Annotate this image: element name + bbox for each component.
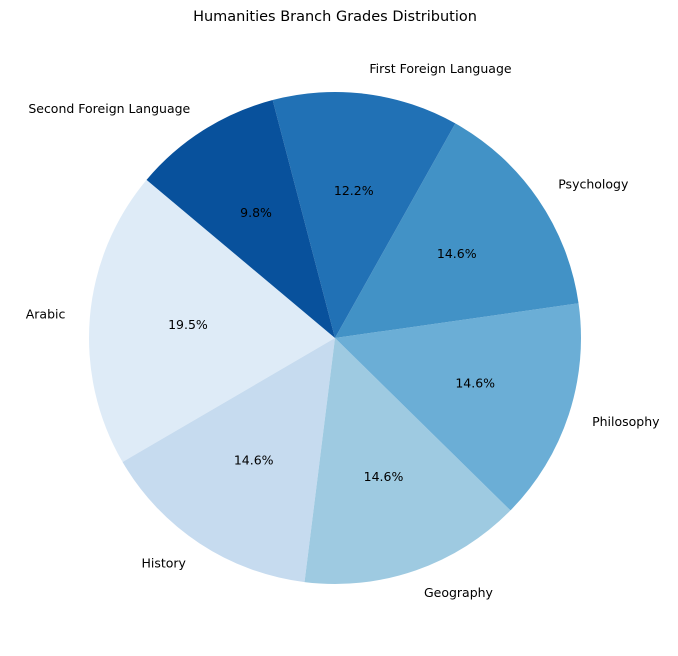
- value-label: 12.2%: [334, 183, 374, 198]
- slice-label: Psychology: [558, 177, 629, 192]
- value-label: 14.6%: [364, 469, 404, 484]
- slice-label: History: [141, 555, 186, 570]
- pie-slice: [146, 100, 335, 338]
- pie-slice: [304, 338, 511, 584]
- slice-label: Arabic: [26, 307, 66, 322]
- pie-slice: [335, 303, 581, 511]
- slice-label: Second Foreign Language: [28, 101, 190, 116]
- slice-label: First Foreign Language: [369, 61, 512, 76]
- value-label: 9.8%: [240, 205, 272, 220]
- pie-slice: [122, 338, 336, 583]
- slice-label: Philosophy: [592, 414, 660, 429]
- pie-slice: [272, 92, 456, 338]
- value-label: 14.6%: [455, 376, 495, 391]
- value-label: 19.5%: [168, 317, 208, 332]
- pie-slice: [335, 123, 579, 339]
- slice-label: Geography: [424, 585, 494, 600]
- value-label: 14.6%: [437, 246, 477, 261]
- chart-title: Humanities Branch Grades Distribution: [193, 9, 477, 25]
- value-label: 14.6%: [234, 453, 274, 468]
- pie-slice: [88, 179, 335, 463]
